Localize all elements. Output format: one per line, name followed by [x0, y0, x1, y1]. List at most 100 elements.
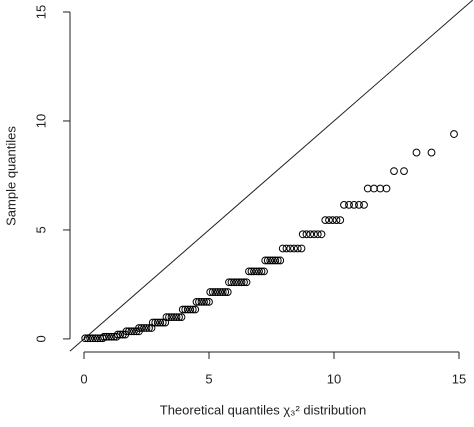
point — [382, 184, 391, 193]
point — [268, 256, 277, 265]
point — [232, 278, 241, 287]
point — [223, 288, 232, 296]
point — [175, 313, 183, 322]
reference-line — [69, 0, 474, 352]
point — [252, 267, 261, 276]
point — [137, 324, 146, 332]
point — [165, 313, 173, 322]
point — [145, 324, 153, 332]
point — [350, 200, 358, 209]
point — [113, 330, 122, 339]
point — [321, 216, 330, 225]
point — [105, 332, 113, 341]
point — [183, 305, 192, 314]
x-tick-label: 5 — [205, 371, 212, 386]
x-tick-label: 15 — [452, 371, 466, 386]
point — [325, 216, 333, 225]
point — [450, 130, 458, 138]
y-tick-label: 5 — [33, 226, 48, 233]
point — [216, 288, 225, 296]
point — [302, 230, 311, 239]
point — [257, 267, 266, 276]
point — [208, 288, 217, 296]
point — [298, 230, 307, 239]
point — [202, 297, 211, 306]
point — [250, 267, 258, 276]
point — [170, 313, 178, 322]
point — [211, 288, 220, 296]
point — [260, 267, 268, 276]
x-axis-label: Theoretical quantiles χ₃² distribution — [160, 402, 367, 417]
point — [240, 278, 248, 287]
point — [225, 278, 233, 287]
point — [412, 148, 421, 157]
y-tick-label: 0 — [33, 335, 48, 342]
point — [306, 230, 315, 239]
point — [147, 324, 156, 332]
point — [297, 244, 306, 253]
point — [156, 318, 165, 327]
point — [86, 334, 95, 343]
point — [230, 278, 238, 287]
point — [328, 216, 337, 225]
point — [336, 216, 345, 225]
point — [83, 334, 92, 343]
point — [218, 288, 227, 296]
y-axis-label: Sample quantiles — [3, 126, 18, 226]
point — [140, 324, 148, 332]
point — [227, 278, 236, 287]
point — [162, 313, 171, 322]
point — [242, 278, 251, 287]
point — [102, 332, 111, 341]
point — [247, 267, 256, 276]
point — [200, 297, 208, 306]
point — [317, 230, 326, 239]
y-tick-label: 15 — [33, 5, 48, 19]
point — [91, 334, 100, 343]
point — [197, 297, 206, 306]
y-tick-label: 10 — [33, 114, 48, 128]
point — [282, 244, 291, 253]
point — [191, 305, 200, 314]
point — [235, 278, 243, 287]
point — [370, 184, 378, 193]
point — [81, 334, 90, 343]
point — [142, 324, 151, 332]
point — [188, 305, 197, 314]
point — [178, 305, 187, 314]
point — [205, 297, 213, 306]
point — [181, 305, 190, 314]
point — [221, 288, 230, 296]
point — [273, 256, 282, 265]
point — [400, 167, 408, 175]
point — [293, 244, 302, 253]
point — [195, 297, 203, 306]
point — [135, 324, 143, 332]
point — [100, 332, 108, 341]
point — [255, 267, 263, 276]
point — [116, 330, 125, 339]
point — [88, 334, 97, 343]
point — [158, 318, 167, 327]
point — [340, 200, 348, 209]
point — [206, 288, 215, 296]
point — [345, 200, 353, 209]
point — [186, 305, 195, 314]
point — [245, 267, 253, 276]
point — [271, 256, 280, 265]
point — [237, 278, 246, 287]
point — [266, 256, 275, 265]
x-tick-label: 0 — [80, 371, 87, 386]
point — [390, 167, 398, 175]
point — [360, 200, 368, 209]
point — [153, 318, 162, 327]
point — [177, 313, 186, 322]
x-tick-label: 10 — [327, 371, 341, 386]
point — [213, 288, 222, 296]
point — [148, 318, 157, 327]
point — [286, 244, 295, 253]
point — [310, 230, 318, 239]
point — [313, 230, 322, 239]
point — [355, 200, 363, 209]
